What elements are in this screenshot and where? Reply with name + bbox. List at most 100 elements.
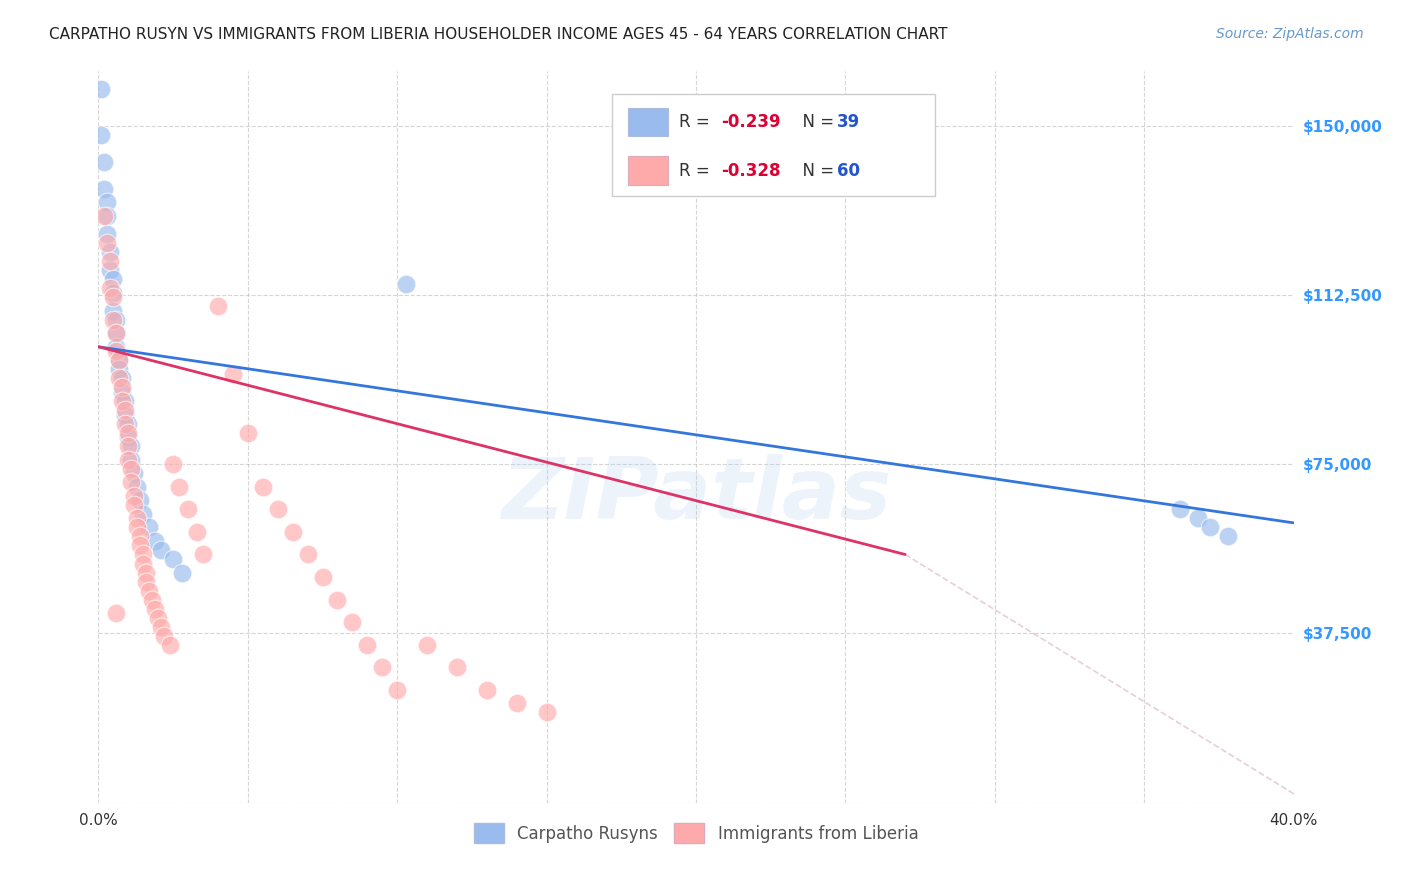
Point [103,285,125,300]
Point [103,290,125,304]
Point [167,480,190,494]
Point [1187,511,1209,525]
Point [98,281,122,295]
Text: Source: ZipAtlas.com: Source: ZipAtlas.com [1216,27,1364,41]
Point [148,610,170,624]
Text: -0.328: -0.328 [721,161,780,179]
Point [162,457,184,471]
Point [143,533,166,548]
Point [129,529,152,543]
Point [191,548,214,562]
Point [93,209,115,223]
Point [135,574,157,589]
Point [236,425,259,440]
Point [536,706,558,720]
Text: N =: N = [792,161,839,179]
Point [326,592,349,607]
Point [127,511,149,525]
Point [103,312,125,326]
Legend: Carpatho Rusyns, Immigrants from Liberia: Carpatho Rusyns, Immigrants from Liberia [467,817,925,849]
Point [93,182,115,196]
Point [120,475,142,490]
Point [135,566,157,580]
Point [124,489,146,503]
Point [120,439,142,453]
Point [150,620,173,634]
Text: 60: 60 [837,161,859,179]
Point [108,362,131,376]
Point [177,502,200,516]
Point [114,403,136,417]
Text: -0.239: -0.239 [721,113,780,131]
Point [114,417,136,431]
Point [172,566,194,580]
Point [132,507,155,521]
Point [124,498,146,512]
Point [371,660,394,674]
Point [108,353,131,368]
Point [150,543,173,558]
Point [138,520,160,534]
Point [98,244,122,259]
Point [297,548,319,562]
Point [475,682,498,697]
Point [1168,502,1191,516]
Point [98,263,122,277]
Point [96,227,118,241]
Point [103,272,125,286]
Point [416,638,439,652]
Point [311,570,333,584]
Text: 39: 39 [837,113,860,131]
Point [108,371,131,385]
Point [114,394,136,409]
Point [105,606,128,620]
Point [114,408,136,422]
Point [143,601,166,615]
Point [96,235,118,250]
Point [111,380,134,394]
Point [222,367,245,381]
Point [96,209,118,223]
Point [395,277,418,291]
Point [446,660,468,674]
Point [90,128,112,142]
Point [117,417,139,431]
Point [108,353,131,368]
Point [1216,529,1239,543]
Point [127,480,149,494]
Point [111,384,134,399]
Point [111,371,134,385]
Point [186,524,208,539]
Point [141,592,163,607]
Point [1199,520,1222,534]
Point [267,502,290,516]
Text: CARPATHO RUSYN VS IMMIGRANTS FROM LIBERIA HOUSEHOLDER INCOME AGES 45 - 64 YEARS : CARPATHO RUSYN VS IMMIGRANTS FROM LIBERI… [49,27,948,42]
Point [105,326,128,341]
Point [129,538,152,552]
Point [117,452,139,467]
Point [96,195,118,210]
Point [281,524,304,539]
Point [111,394,134,409]
Point [90,82,112,96]
Point [105,312,128,326]
Point [105,340,128,354]
Point [127,520,149,534]
Point [124,466,146,480]
Point [93,154,115,169]
Point [120,461,142,475]
Point [207,299,229,313]
Point [252,480,274,494]
Point [105,326,128,341]
Text: R =: R = [679,161,716,179]
Point [506,697,529,711]
Text: ZIPatlas: ZIPatlas [501,454,891,537]
Point [162,552,184,566]
Point [138,583,160,598]
Point [356,638,378,652]
Point [159,638,181,652]
Point [117,425,139,440]
Point [385,682,409,697]
Point [117,439,139,453]
Point [105,344,128,359]
